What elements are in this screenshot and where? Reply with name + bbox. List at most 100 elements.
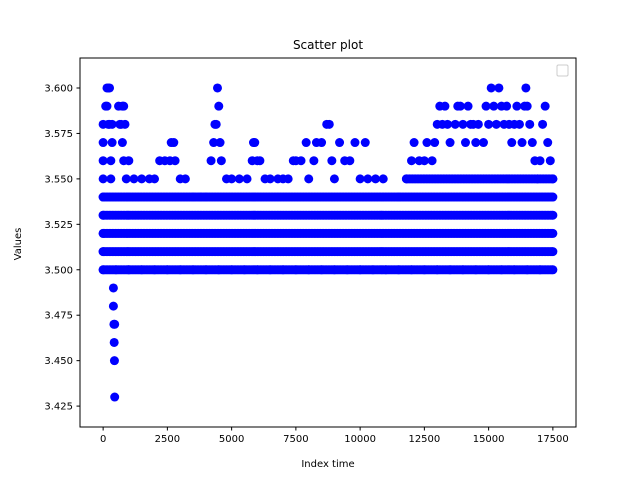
scatter-point bbox=[496, 265, 506, 275]
scatter-point bbox=[117, 138, 127, 148]
scatter-point bbox=[535, 156, 545, 166]
scatter-point bbox=[121, 174, 131, 184]
scatter-point bbox=[329, 174, 339, 184]
scatter-point bbox=[119, 101, 129, 111]
scatter-point bbox=[355, 174, 365, 184]
scatter-point bbox=[98, 156, 108, 166]
scatter-point bbox=[543, 138, 553, 148]
scatter-point bbox=[481, 101, 491, 111]
scatter-point bbox=[317, 265, 327, 275]
scatter-point bbox=[525, 119, 535, 129]
scatter-point bbox=[255, 156, 265, 166]
y-tick-label: 3.475 bbox=[44, 311, 73, 322]
x-tick-label: 7500 bbox=[283, 434, 308, 445]
x-tick-label: 12500 bbox=[408, 434, 440, 445]
scatter-point bbox=[350, 138, 360, 148]
scatter-point bbox=[473, 119, 483, 129]
scatter-point bbox=[548, 228, 558, 238]
y-tick-label: 3.450 bbox=[44, 356, 73, 367]
scatter-point bbox=[304, 174, 314, 184]
scatter-point bbox=[250, 138, 260, 148]
scatter-point bbox=[368, 265, 378, 275]
scatter-point bbox=[445, 265, 455, 275]
scatter-point bbox=[463, 101, 473, 111]
scatter-point bbox=[317, 138, 327, 148]
scatter-point bbox=[227, 174, 237, 184]
scatter-point bbox=[427, 156, 437, 166]
scatter-point bbox=[335, 138, 345, 148]
scatter-point bbox=[381, 265, 391, 275]
scatter-point bbox=[109, 356, 119, 366]
scatter-point bbox=[124, 265, 134, 275]
scatter-point bbox=[265, 174, 275, 184]
scatter-point bbox=[216, 156, 226, 166]
scatter-point bbox=[105, 83, 115, 93]
scatter-point bbox=[521, 83, 531, 93]
scatter-point bbox=[101, 101, 111, 111]
scatter-point bbox=[107, 138, 117, 148]
scatter-point bbox=[507, 138, 517, 148]
scatter-point bbox=[209, 138, 219, 148]
y-tick-label: 3.525 bbox=[44, 220, 73, 231]
scatter-point bbox=[124, 156, 134, 166]
scatter-point bbox=[211, 119, 221, 129]
scatter-point bbox=[342, 265, 352, 275]
scatter-point bbox=[450, 119, 460, 129]
scatter-point bbox=[175, 265, 185, 275]
scatter-point bbox=[548, 265, 558, 275]
scatter-point bbox=[188, 265, 198, 275]
scatter-point bbox=[489, 101, 499, 111]
scatter-point bbox=[98, 210, 108, 220]
legend-box bbox=[556, 64, 569, 77]
scatter-point bbox=[265, 265, 275, 275]
scatter-point bbox=[407, 265, 417, 275]
scatter-point bbox=[214, 101, 224, 111]
scatter-point bbox=[98, 228, 108, 238]
scatter-point bbox=[150, 174, 160, 184]
scatter-point bbox=[458, 119, 468, 129]
chart-title: Scatter plot bbox=[293, 38, 363, 52]
scatter-point bbox=[106, 174, 116, 184]
scatter-point bbox=[460, 138, 470, 148]
scatter-point bbox=[540, 101, 550, 111]
scatter-point bbox=[430, 138, 440, 148]
scatter-point bbox=[535, 265, 545, 275]
scatter-point bbox=[440, 101, 450, 111]
scatter-point bbox=[548, 210, 558, 220]
scatter-point bbox=[345, 156, 355, 166]
scatter-point bbox=[301, 138, 311, 148]
y-tick-label: 3.500 bbox=[44, 265, 73, 276]
scatter-point bbox=[106, 156, 116, 166]
scatter-point bbox=[98, 247, 108, 257]
scatter-point bbox=[201, 192, 211, 202]
scatter-point bbox=[283, 174, 293, 184]
scatter-point bbox=[512, 101, 522, 111]
scatter-point bbox=[517, 138, 527, 148]
x-tick-label: 10000 bbox=[344, 434, 376, 445]
scatter-point bbox=[252, 265, 262, 275]
scatter-point bbox=[355, 265, 365, 275]
scatter-point bbox=[108, 301, 118, 311]
scatter-point bbox=[363, 174, 373, 184]
scatter-point bbox=[150, 265, 160, 275]
x-axis-label: Index time bbox=[301, 459, 354, 470]
scatter-point bbox=[304, 265, 314, 275]
scatter-point bbox=[107, 119, 117, 129]
scatter-point bbox=[486, 83, 496, 93]
scatter-point bbox=[478, 138, 488, 148]
scatter-point bbox=[108, 283, 118, 293]
scatter-point bbox=[137, 174, 147, 184]
scatter-point bbox=[162, 265, 172, 275]
points-layer bbox=[98, 83, 558, 402]
scatter-point bbox=[242, 174, 252, 184]
scatter-point bbox=[538, 119, 548, 129]
scatter-point bbox=[327, 156, 337, 166]
scatter-point bbox=[527, 138, 537, 148]
scatter-point bbox=[514, 119, 524, 129]
scatter-point bbox=[291, 265, 301, 275]
scatter-point bbox=[109, 337, 119, 347]
x-tick-label: 15000 bbox=[473, 434, 505, 445]
scatter-point bbox=[522, 101, 532, 111]
scatter-point bbox=[212, 83, 222, 93]
scatter-point bbox=[278, 265, 288, 275]
